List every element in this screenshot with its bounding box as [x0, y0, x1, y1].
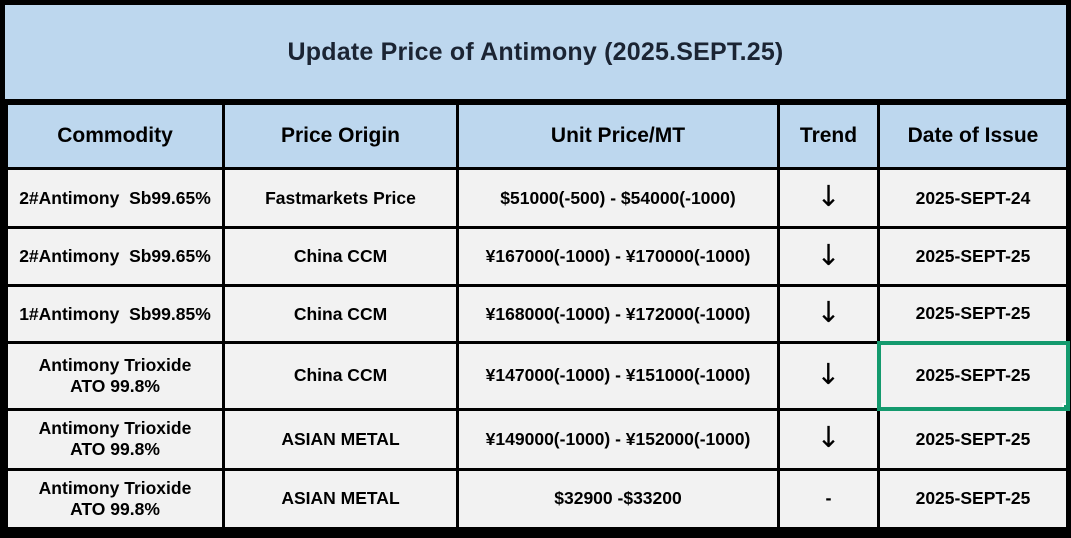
trend-flat-dash[interactable]: - [777, 467, 880, 531]
cell-date-of-issue[interactable]: 2025-SEPT-25 [877, 284, 1069, 345]
header-price-origin: Price Origin [222, 102, 459, 170]
cell-price-origin[interactable]: ASIAN METAL [222, 407, 459, 471]
trend-down-arrow-icon[interactable]: ↓ [777, 226, 880, 288]
table-row: Antimony Trioxide ATO 99.8% China CCM ¥1… [5, 340, 1070, 412]
table-row: 2#Antimony Sb99.65% China CCM ¥167000(-1… [5, 226, 1069, 288]
cell-unit-price[interactable]: ¥168000(-1000) - ¥172000(-1000) [456, 284, 780, 345]
cell-unit-price[interactable]: ¥147000(-1000) - ¥151000(-1000) [456, 341, 780, 411]
page-title: Update Price of Antimony (2025.SEPT.25) [287, 37, 784, 66]
trend-down-arrow-icon[interactable]: ↓ [777, 284, 880, 345]
header-unit-price: Unit Price/MT [456, 102, 780, 170]
header-commodity: Commodity [5, 102, 225, 170]
cell-unit-price[interactable]: ¥149000(-1000) - ¥152000(-1000) [456, 407, 780, 471]
cell-commodity[interactable]: 1#Antimony Sb99.85% [5, 284, 225, 345]
table-row: Antimony Trioxide ATO 99.8% ASIAN METAL … [5, 407, 1069, 471]
header-date-of-issue: Date of Issue [877, 102, 1069, 170]
header-row: Commodity Price Origin Unit Price/MT Tre… [5, 102, 1069, 170]
cell-price-origin[interactable]: China CCM [222, 284, 459, 345]
table-row: 2#Antimony Sb99.65% Fastmarkets Price $5… [5, 166, 1069, 230]
cell-commodity[interactable]: Antimony Trioxide ATO 99.8% [5, 467, 225, 531]
cell-price-origin[interactable]: Fastmarkets Price [222, 166, 459, 230]
table-row: Antimony Trioxide ATO 99.8% ASIAN METAL … [5, 467, 1069, 531]
trend-down-arrow-icon[interactable]: ↓ [777, 407, 880, 471]
cell-commodity[interactable]: Antimony Trioxide ATO 99.8% [5, 341, 225, 411]
cell-commodity[interactable]: 2#Antimony Sb99.65% [5, 166, 225, 230]
title-band: Update Price of Antimony (2025.SEPT.25) [5, 5, 1066, 102]
cell-price-origin[interactable]: China CCM [222, 226, 459, 288]
cell-date-of-issue[interactable]: 2025-SEPT-25 [877, 226, 1069, 288]
cell-commodity[interactable]: Antimony Trioxide ATO 99.8% [5, 407, 225, 471]
cell-commodity[interactable]: 2#Antimony Sb99.65% [5, 226, 225, 288]
cell-unit-price[interactable]: ¥167000(-1000) - ¥170000(-1000) [456, 226, 780, 288]
selection-fill-handle[interactable] [1061, 403, 1064, 406]
trend-down-arrow-icon[interactable]: ↓ [777, 341, 880, 411]
cell-date-of-issue[interactable]: 2025-SEPT-24 [877, 166, 1069, 230]
selected-cell-date-of-issue[interactable]: 2025-SEPT-25 [876, 340, 1070, 412]
cell-date-of-issue[interactable]: 2025-SEPT-25 [877, 467, 1069, 531]
cell-unit-price[interactable]: $51000(-500) - $54000(-1000) [456, 166, 780, 230]
cell-date-of-issue[interactable]: 2025-SEPT-25 [877, 407, 1069, 471]
price-table: Commodity Price Origin Unit Price/MT Tre… [5, 102, 1070, 531]
cell-price-origin[interactable]: China CCM [222, 341, 459, 411]
cell-price-origin[interactable]: ASIAN METAL [222, 467, 459, 531]
header-trend: Trend [777, 102, 880, 170]
trend-down-arrow-icon[interactable]: ↓ [777, 166, 880, 230]
selected-cell-text: 2025-SEPT-25 [915, 365, 1031, 386]
table-row: 1#Antimony Sb99.85% China CCM ¥168000(-1… [5, 284, 1069, 345]
cell-unit-price[interactable]: $32900 -$33200 [456, 467, 780, 531]
